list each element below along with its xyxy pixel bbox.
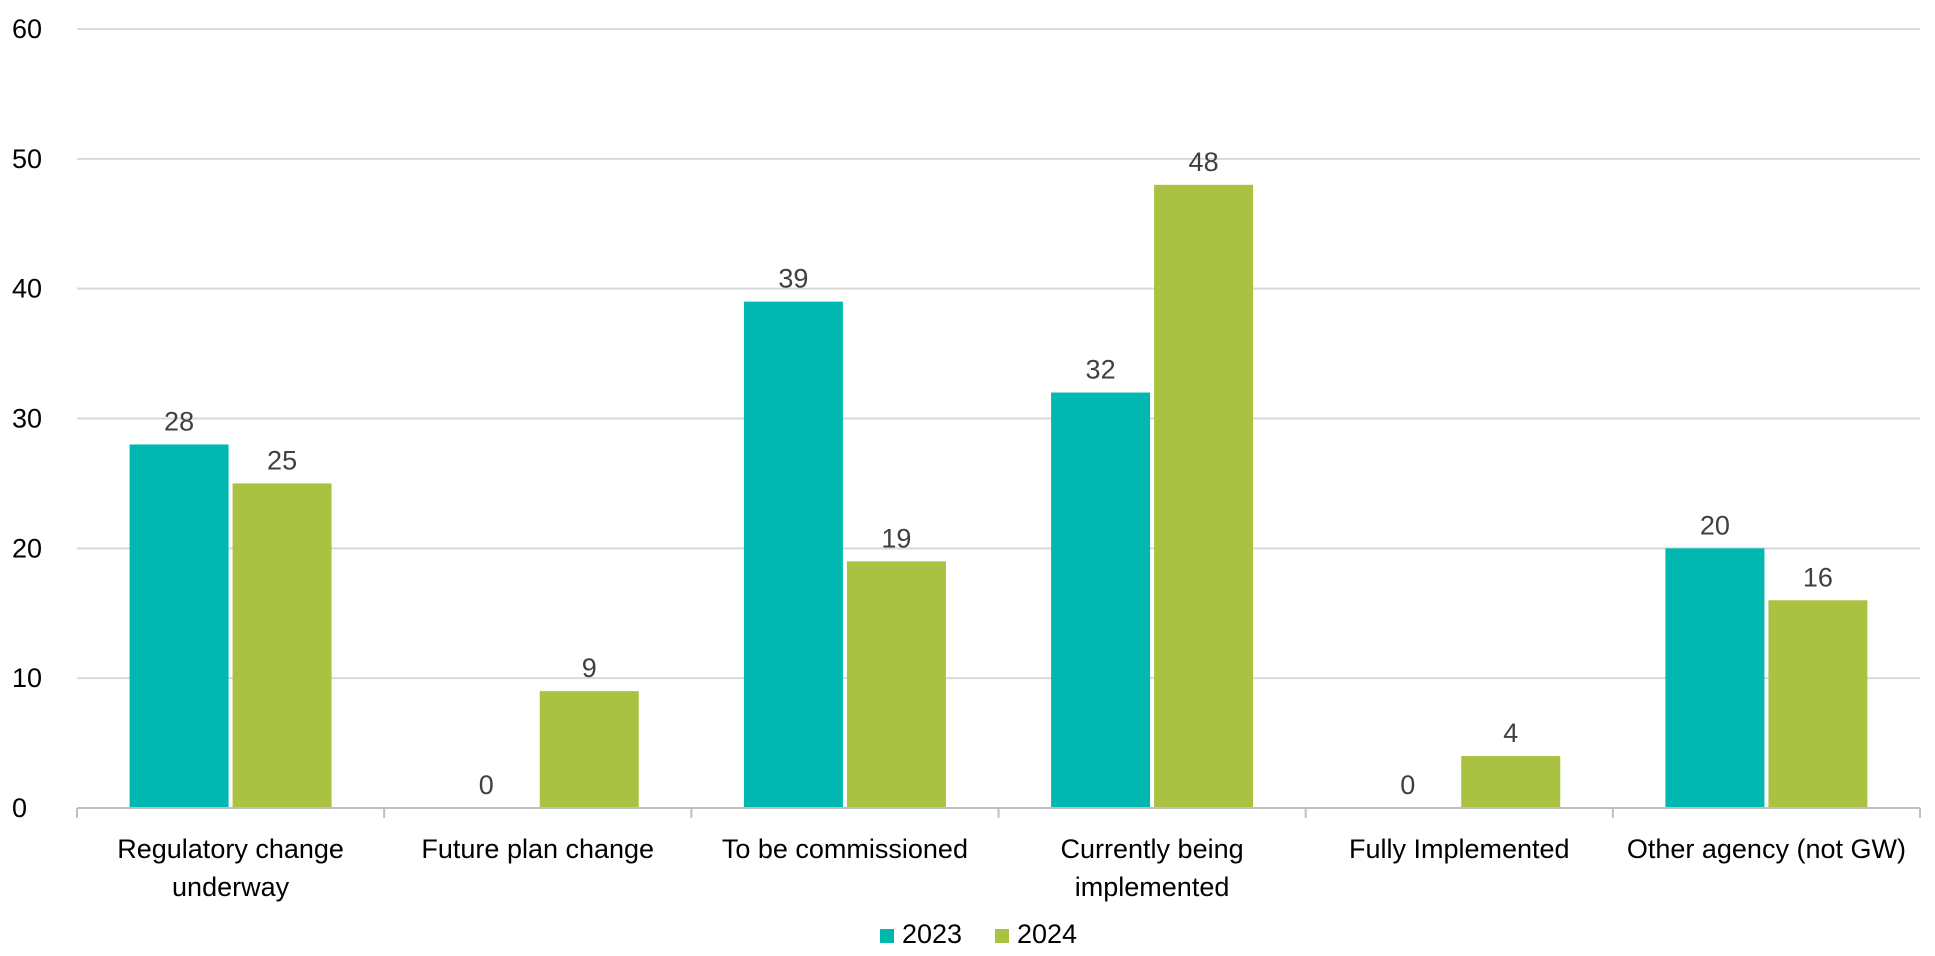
y-tick-label-0: 0 [12,793,27,823]
x-category-label-4: Fully Implemented [1349,834,1570,864]
bar-2024-5 [1768,600,1868,808]
data-label-2023-4: 0 [1400,770,1415,800]
y-tick-label-30: 30 [12,404,42,434]
x-category-label-line: Fully Implemented [1349,834,1570,864]
bar-2024-1 [539,691,639,808]
x-category-label-3: Currently being implemented [1061,834,1244,902]
legend-swatch-2024 [995,929,1009,943]
bars [129,184,1868,809]
legend: 2023 2024 [880,919,1077,949]
data-label-2023-5: 20 [1700,510,1730,540]
data-label-2024-5: 16 [1803,562,1833,592]
x-category-label-5: Other agency (not GW) [1627,834,1906,864]
bar-2023-5 [1665,548,1765,808]
x-axis: Regulatory change underway Future plan cha… [76,807,1921,902]
legend-swatch-2023 [880,929,894,943]
x-category-label-line: Future plan change [421,834,654,864]
data-label-2024-2: 19 [881,523,911,553]
bar-2024-0 [232,483,332,808]
bar-2023-0 [129,444,229,808]
y-tick-label-50: 50 [12,144,42,174]
data-label-2023-0: 28 [164,406,194,436]
bar-2023-3 [1051,392,1151,808]
bar-2024-4 [1461,756,1561,808]
y-axis-tick-labels: 0 10 20 30 40 50 60 [12,14,42,823]
gridlines [77,28,1920,680]
y-tick-label-60: 60 [12,14,42,44]
x-category-label-2: To be commissioned [722,834,968,864]
data-label-2023-2: 39 [778,264,808,294]
y-tick-label-20: 20 [12,533,42,563]
bar-2024-3 [1154,184,1254,809]
x-category-label-1: Future plan change [421,834,654,864]
data-label-2023-1: 0 [479,770,494,800]
data-label-2023-3: 32 [1086,355,1116,385]
data-label-2024-3: 48 [1189,147,1219,177]
data-label-2024-4: 4 [1503,718,1518,748]
x-category-label-line: Regulatory change [117,834,344,864]
x-category-label-0: Regulatory change underway [117,834,344,902]
x-category-label-line: underway [172,872,290,902]
data-labels: 28 0 39 32 0 20 25 9 19 48 4 16 [164,147,1833,800]
data-label-2024-1: 9 [582,653,597,683]
y-tick-label-40: 40 [12,274,42,304]
bar-2024-2 [846,561,946,808]
data-label-2024-0: 25 [267,445,297,475]
y-tick-label-10: 10 [12,663,42,693]
x-category-label-line: To be commissioned [722,834,968,864]
legend-label-2023: 2023 [902,919,962,949]
x-category-label-line: Other agency (not GW) [1627,834,1906,864]
x-category-label-line: Currently being [1061,834,1244,864]
legend-label-2024: 2024 [1017,919,1077,949]
bar-2023-2 [743,301,843,808]
x-category-label-line: implemented [1075,872,1230,902]
